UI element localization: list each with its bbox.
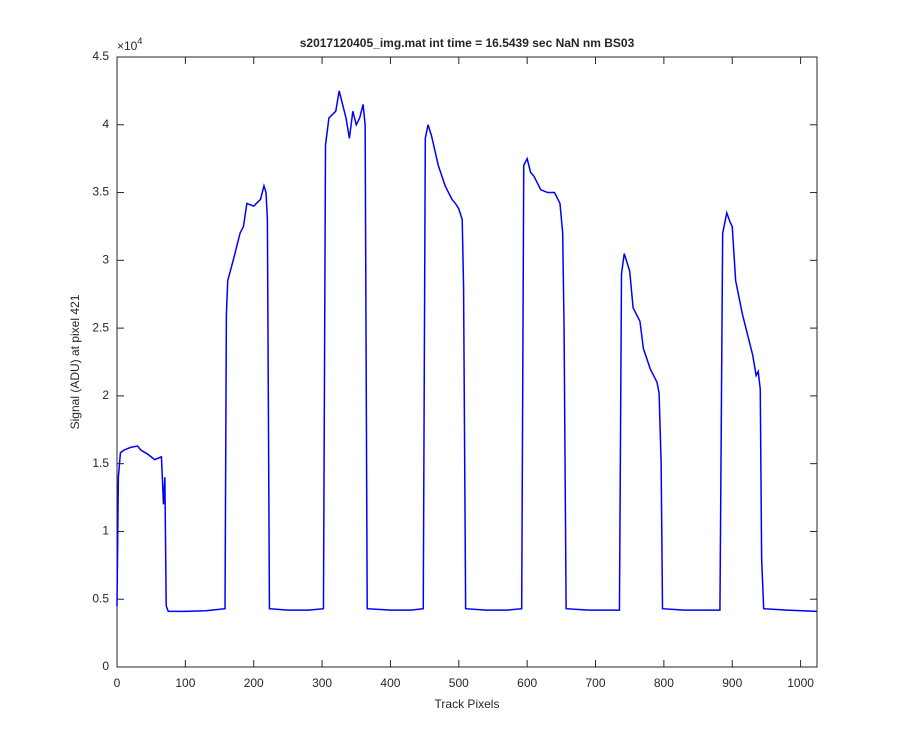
signal-line	[116, 90, 818, 613]
y-tick-label: 3.5	[92, 185, 109, 199]
x-axis-label: Track Pixels	[435, 697, 500, 711]
axes-box	[116, 56, 818, 668]
x-tick-label: 100	[175, 676, 195, 690]
x-tick-label: 500	[449, 676, 469, 690]
multiplier-base: ×10	[117, 39, 138, 53]
x-tick-label: 400	[380, 676, 400, 690]
y-axis-label: Signal (ADU) at pixel 421	[68, 294, 82, 429]
y-tick-label: 0	[102, 659, 109, 673]
y-tick-label: 0.5	[92, 591, 109, 605]
x-tick-label: 300	[312, 676, 332, 690]
y-tick-label: 4	[102, 117, 109, 131]
y-tick-label: 1	[102, 524, 109, 538]
x-tick-label: 600	[517, 676, 537, 690]
y-multiplier: ×104	[117, 36, 142, 53]
y-tick-label: 1.5	[92, 456, 109, 470]
x-tick-label: 700	[586, 676, 606, 690]
x-tick-label: 900	[722, 676, 742, 690]
x-tick-label: 200	[244, 676, 264, 690]
y-tick-label: 2	[102, 388, 109, 402]
multiplier-power: 4	[137, 36, 142, 46]
y-tick-label: 3	[102, 253, 109, 267]
chart-title: s2017120405_img.mat int time = 16.5439 s…	[300, 36, 635, 50]
x-tick-label: 800	[654, 676, 674, 690]
x-tick-label: 0	[114, 676, 121, 690]
y-tick-label: 4.5	[92, 49, 109, 63]
x-tick-label: 1000	[787, 676, 814, 690]
y-tick-label: 2.5	[92, 320, 109, 334]
